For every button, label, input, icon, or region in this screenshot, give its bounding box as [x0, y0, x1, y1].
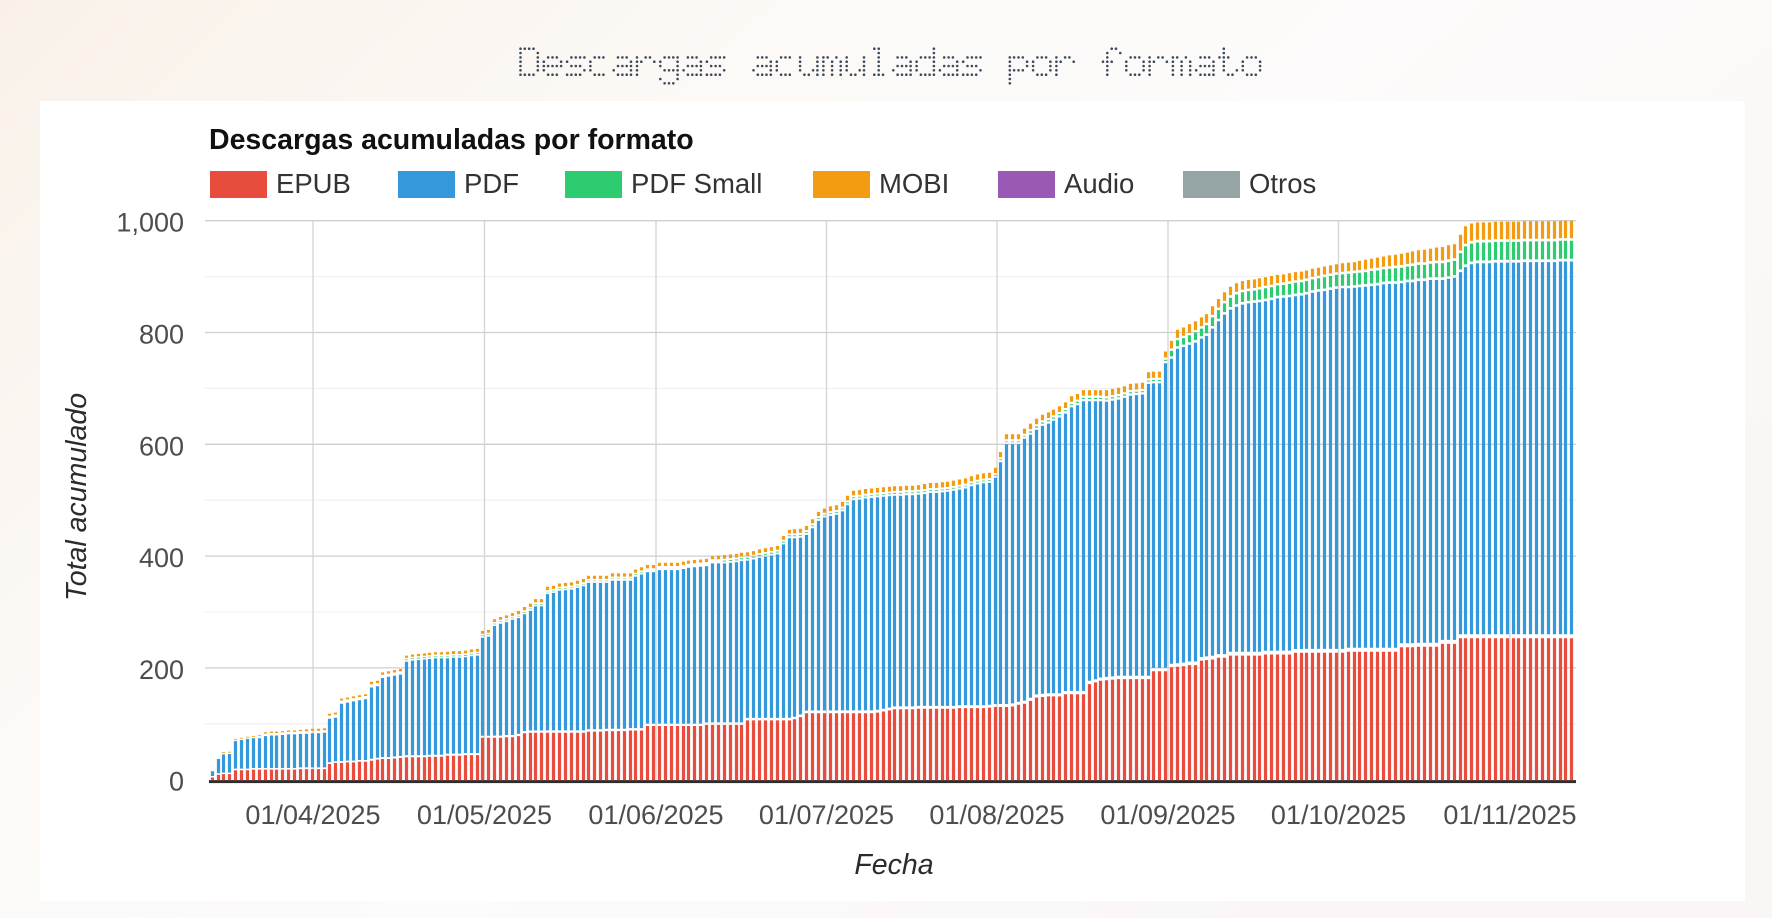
svg-text:Audio: Audio: [1064, 168, 1134, 199]
svg-text:01/09/2025: 01/09/2025: [1100, 800, 1235, 830]
svg-text:01/05/2025: 01/05/2025: [417, 800, 552, 830]
svg-text:EPUB: EPUB: [276, 168, 351, 199]
svg-text:Total acumulado: Total acumulado: [61, 393, 93, 601]
svg-text:0: 0: [169, 767, 184, 797]
svg-text:Fecha: Fecha: [854, 849, 933, 881]
svg-text:800: 800: [139, 320, 184, 350]
svg-text:01/08/2025: 01/08/2025: [929, 800, 1064, 830]
svg-text:400: 400: [139, 543, 184, 573]
svg-text:Otros: Otros: [1249, 168, 1316, 199]
svg-text:600: 600: [139, 431, 184, 461]
svg-text:01/06/2025: 01/06/2025: [588, 800, 723, 830]
svg-text:01/11/2025: 01/11/2025: [1443, 800, 1576, 830]
svg-text:200: 200: [139, 655, 184, 685]
svg-text:Descargas acumuladas por forma: Descargas acumuladas por formato: [209, 124, 694, 156]
svg-text:MOBI: MOBI: [879, 168, 949, 199]
svg-text:01/07/2025: 01/07/2025: [759, 800, 894, 830]
svg-text:PDF Small: PDF Small: [631, 168, 762, 199]
svg-text:01/04/2025: 01/04/2025: [245, 800, 380, 830]
svg-text:01/10/2025: 01/10/2025: [1271, 800, 1406, 830]
svg-text:PDF: PDF: [464, 168, 519, 199]
svg-text:1,000: 1,000: [116, 208, 184, 238]
